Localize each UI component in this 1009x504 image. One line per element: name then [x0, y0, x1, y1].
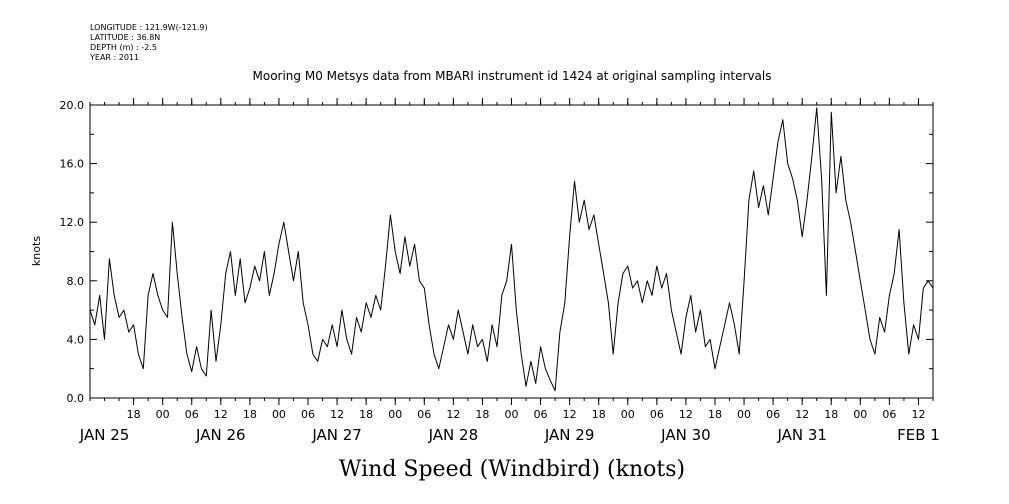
x-hour-label: 12: [214, 408, 228, 421]
y-tick-label: 16.0: [60, 158, 85, 171]
x-hour-label: 18: [359, 408, 373, 421]
x-hour-label: 18: [708, 408, 722, 421]
y-axis-label: knots: [30, 236, 43, 266]
x-day-label: JAN 26: [195, 426, 246, 444]
x-hour-label: 00: [737, 408, 751, 421]
x-hour-label: 06: [882, 408, 896, 421]
x-hour-label: 00: [621, 408, 635, 421]
x-hour-label: 18: [243, 408, 257, 421]
x-day-label: JAN 31: [776, 426, 827, 444]
x-day-label: JAN 27: [311, 426, 362, 444]
x-hour-label: 12: [330, 408, 344, 421]
x-hour-label: 00: [272, 408, 286, 421]
x-hour-label: 06: [417, 408, 431, 421]
longitude-text: LONGITUDE : 121.9W(-121.9): [90, 23, 208, 32]
x-day-label: JAN 29: [544, 426, 595, 444]
x-hour-label: 18: [824, 408, 838, 421]
x-hour-label: 06: [301, 408, 315, 421]
x-hour-label: 12: [795, 408, 809, 421]
plot-area: 0.0 4.0 8.0 12.0 16.0 20.0 18 00 06 12 18 00 06 12 18 0…: [60, 98, 940, 444]
y-tick-label: 12.0: [60, 216, 85, 229]
x-day-label: JAN 25: [79, 426, 130, 444]
x-hour-label: 00: [505, 408, 519, 421]
x-hour-label: 12: [446, 408, 460, 421]
y-tick-label: 20.0: [60, 99, 85, 112]
x-hour-label: 06: [766, 408, 780, 421]
x-hour-label: 00: [388, 408, 402, 421]
x-hour-label: 18: [127, 408, 141, 421]
x-hour-label: 18: [592, 408, 606, 421]
x-hour-label: 18: [475, 408, 489, 421]
y-tick-label: 8.0: [67, 275, 85, 288]
x-hour-label: 00: [853, 408, 867, 421]
x-hour-label: 12: [679, 408, 693, 421]
x-hour-label: 12: [563, 408, 577, 421]
chart-title: Mooring M0 Metsys data from MBARI instru…: [253, 69, 772, 83]
x-hour-label: 06: [650, 408, 664, 421]
wind-speed-series-line: [89, 107, 934, 392]
x-day-label: JAN 28: [428, 426, 479, 444]
y-tick-label: 0.0: [67, 392, 85, 405]
x-hour-label: 00: [156, 408, 170, 421]
y-tick-label: 4.0: [67, 333, 85, 346]
year-text: YEAR : 2011: [89, 53, 139, 62]
x-day-label: JAN 30: [660, 426, 711, 444]
x-day-label: FEB 1: [897, 426, 940, 444]
depth-text: DEPTH (m) : -2.5: [90, 43, 157, 52]
latitude-text: LATITUDE : 36.8N: [90, 33, 160, 42]
x-hour-label: 06: [185, 408, 199, 421]
x-hour-label: 06: [534, 408, 548, 421]
x-hour-label: 12: [911, 408, 925, 421]
x-axis-label: Wind Speed (Windbird) (knots): [339, 457, 685, 482]
